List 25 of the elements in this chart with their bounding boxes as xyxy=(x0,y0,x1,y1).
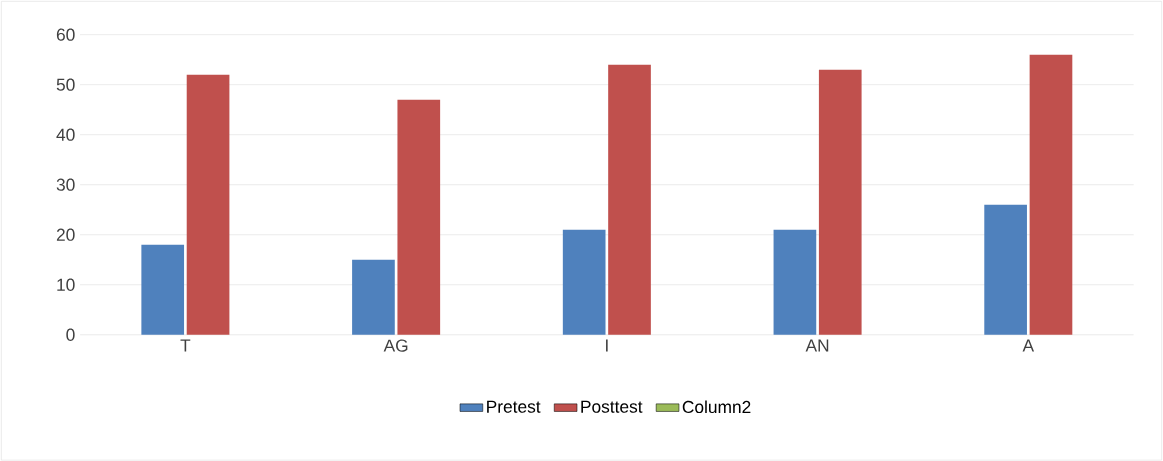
bar xyxy=(1029,54,1073,335)
y-tick-label: 60 xyxy=(56,28,75,41)
x-tick-label: T xyxy=(180,339,191,352)
bar xyxy=(773,229,817,335)
bar xyxy=(352,259,395,335)
x-tick-label: AG xyxy=(383,339,408,352)
legend-label: Pretest xyxy=(487,400,541,413)
bar xyxy=(818,69,862,335)
y-tick-label: 30 xyxy=(56,178,75,191)
bar xyxy=(562,229,606,335)
legend-label: Posttest xyxy=(581,400,643,413)
legend-label: Column2 xyxy=(682,400,751,413)
bar xyxy=(186,74,230,335)
bar xyxy=(397,99,441,335)
bar xyxy=(141,244,185,335)
x-tick-label: AN xyxy=(805,339,829,352)
x-tick-label: A xyxy=(1022,339,1035,352)
y-tick-label: 40 xyxy=(56,128,75,141)
bar xyxy=(608,64,651,335)
y-tick-label: 0 xyxy=(66,328,75,341)
y-tick-label: 50 xyxy=(56,78,75,91)
x-tick-label: I xyxy=(606,339,608,352)
y-tick-label: 20 xyxy=(56,228,75,241)
bar xyxy=(984,204,1027,335)
y-tick-label: 10 xyxy=(57,278,75,291)
